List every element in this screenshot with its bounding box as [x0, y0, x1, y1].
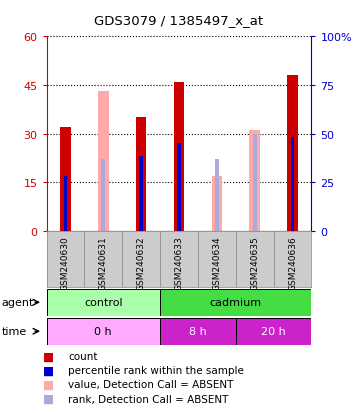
Text: 20 h: 20 h [261, 326, 286, 337]
Text: GSM240630: GSM240630 [61, 236, 70, 290]
Bar [174, 83, 184, 231]
Bar [215, 160, 219, 231]
Text: ■: ■ [43, 364, 54, 377]
Text: GSM240636: GSM240636 [288, 236, 297, 290]
Bar [160, 289, 311, 316]
Bar [47, 318, 160, 345]
Bar [101, 160, 105, 231]
Text: GSM240634: GSM240634 [212, 236, 221, 290]
Text: GSM240633: GSM240633 [174, 236, 184, 290]
Text: ■: ■ [43, 350, 54, 363]
Text: rank, Detection Call = ABSENT: rank, Detection Call = ABSENT [68, 394, 228, 404]
Bar [212, 176, 222, 231]
Bar [177, 144, 181, 231]
Text: GSM240635: GSM240635 [250, 236, 259, 290]
Bar [250, 131, 260, 231]
Text: control: control [84, 297, 123, 308]
Bar [287, 76, 298, 231]
Text: ■: ■ [43, 378, 54, 391]
Text: ■: ■ [43, 392, 54, 405]
Bar [160, 318, 236, 345]
Bar [139, 157, 143, 231]
Bar [64, 176, 67, 231]
Text: cadmium: cadmium [210, 297, 262, 308]
Bar [98, 92, 108, 231]
Text: GDS3079 / 1385497_x_at: GDS3079 / 1385497_x_at [95, 14, 263, 27]
Bar [136, 118, 146, 231]
Text: 8 h: 8 h [189, 326, 207, 337]
Text: time: time [2, 326, 27, 337]
Text: GSM240631: GSM240631 [99, 236, 108, 290]
Bar [291, 138, 294, 231]
Text: percentile rank within the sample: percentile rank within the sample [68, 366, 244, 375]
Text: GSM240632: GSM240632 [137, 236, 146, 290]
Text: 0 h: 0 h [95, 326, 112, 337]
Text: value, Detection Call = ABSENT: value, Detection Call = ABSENT [68, 380, 233, 389]
Bar [60, 128, 71, 231]
Bar [253, 134, 257, 231]
Text: agent: agent [2, 297, 34, 308]
Bar [47, 289, 160, 316]
Text: count: count [68, 351, 97, 361]
Bar [236, 318, 311, 345]
